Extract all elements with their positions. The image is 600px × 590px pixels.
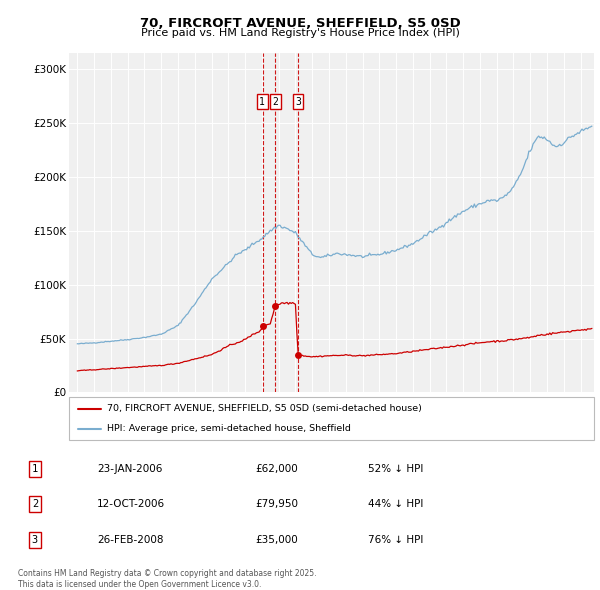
FancyBboxPatch shape [69, 397, 594, 440]
Text: 1: 1 [259, 97, 265, 107]
Text: £79,950: £79,950 [255, 499, 298, 509]
Text: 12-OCT-2006: 12-OCT-2006 [97, 499, 165, 509]
Text: 3: 3 [32, 535, 38, 545]
Text: Contains HM Land Registry data © Crown copyright and database right 2025.
This d: Contains HM Land Registry data © Crown c… [18, 569, 317, 589]
Text: 52% ↓ HPI: 52% ↓ HPI [368, 464, 423, 474]
Text: £35,000: £35,000 [255, 535, 298, 545]
Text: 26-FEB-2008: 26-FEB-2008 [97, 535, 163, 545]
Text: 70, FIRCROFT AVENUE, SHEFFIELD, S5 0SD: 70, FIRCROFT AVENUE, SHEFFIELD, S5 0SD [140, 17, 460, 30]
Text: 23-JAN-2006: 23-JAN-2006 [97, 464, 163, 474]
Text: 76% ↓ HPI: 76% ↓ HPI [368, 535, 423, 545]
Text: Price paid vs. HM Land Registry's House Price Index (HPI): Price paid vs. HM Land Registry's House … [140, 28, 460, 38]
Text: 70, FIRCROFT AVENUE, SHEFFIELD, S5 0SD (semi-detached house): 70, FIRCROFT AVENUE, SHEFFIELD, S5 0SD (… [107, 405, 422, 414]
Text: £62,000: £62,000 [255, 464, 298, 474]
Text: 1: 1 [32, 464, 38, 474]
Text: 44% ↓ HPI: 44% ↓ HPI [368, 499, 423, 509]
Text: 2: 2 [32, 499, 38, 509]
Text: 3: 3 [295, 97, 301, 107]
Text: 2: 2 [272, 97, 278, 107]
Text: HPI: Average price, semi-detached house, Sheffield: HPI: Average price, semi-detached house,… [107, 424, 350, 434]
